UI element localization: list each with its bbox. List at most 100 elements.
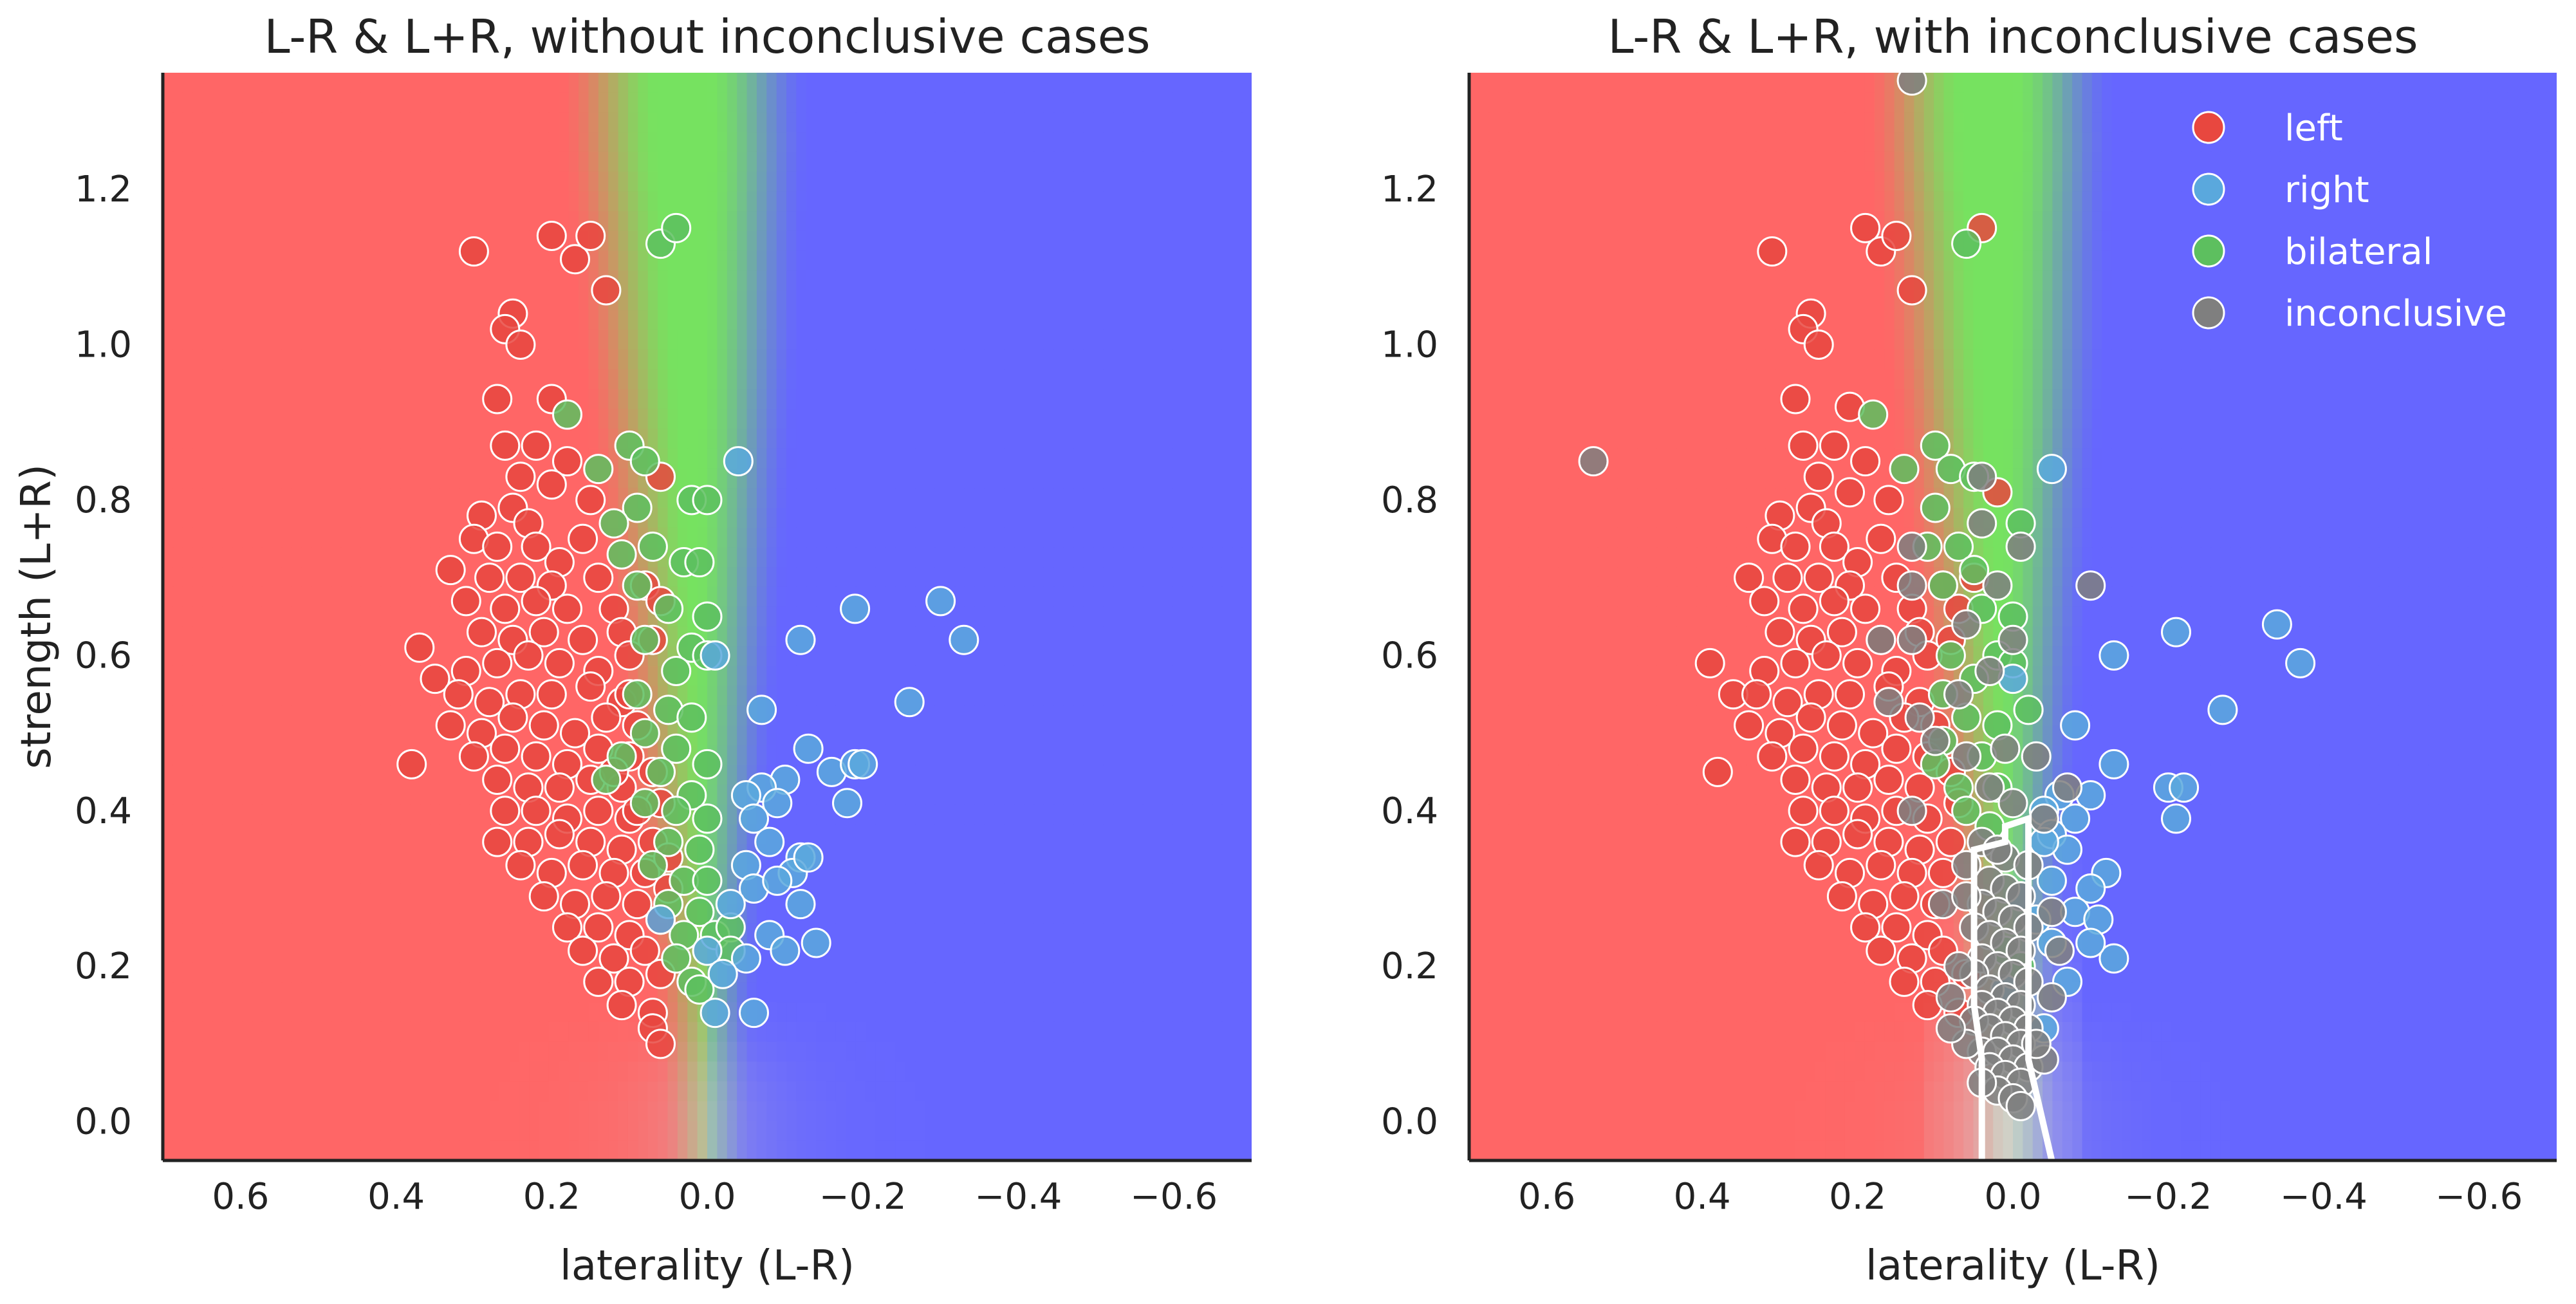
background-cell — [281, 666, 292, 687]
background-cell — [163, 349, 174, 370]
background-cell — [1192, 785, 1203, 805]
background-cell — [1014, 310, 1025, 331]
background-cell — [1073, 567, 1084, 588]
background-cell — [559, 943, 570, 964]
background-cell — [1241, 646, 1252, 667]
background-cell — [954, 586, 965, 608]
background-cell — [450, 429, 461, 449]
background-cell — [380, 646, 391, 667]
background-cell — [875, 488, 886, 508]
background-cell — [806, 409, 817, 429]
background-cell — [1192, 290, 1203, 311]
background-cell — [945, 429, 956, 449]
background-cell — [806, 250, 817, 272]
background-cell — [351, 923, 362, 944]
background-cell — [806, 586, 817, 608]
background-cell — [192, 73, 203, 93]
background-cell — [212, 567, 223, 588]
background-cell — [855, 211, 866, 232]
background-cell — [658, 567, 669, 588]
background-cell — [371, 310, 382, 331]
background-cell — [1073, 151, 1084, 172]
background-cell — [1103, 349, 1114, 370]
background-cell — [627, 73, 639, 93]
background-cell — [311, 409, 322, 429]
background-cell — [1162, 151, 1173, 172]
background-cell — [746, 646, 757, 667]
background-cell — [1103, 685, 1114, 707]
background-cell — [469, 903, 481, 924]
background-cell — [371, 804, 382, 825]
background-cell — [667, 488, 678, 508]
background-cell — [202, 804, 213, 825]
background-cell — [974, 685, 985, 707]
background-cell — [806, 349, 817, 370]
background-cell — [1192, 508, 1203, 528]
background-cell — [964, 290, 976, 311]
background-cell — [915, 824, 926, 845]
background-cell — [925, 844, 936, 864]
background-cell — [816, 488, 827, 508]
background-cell — [915, 171, 926, 192]
background-cell — [252, 369, 263, 390]
background-cell — [727, 429, 737, 449]
background-cell — [529, 73, 540, 93]
background-cell — [796, 468, 807, 489]
background-cell — [1113, 468, 1124, 489]
background-cell — [954, 448, 965, 469]
background-cell — [766, 567, 777, 588]
background-cell — [202, 448, 213, 469]
background-cell — [1232, 725, 1243, 746]
background-cell — [420, 864, 431, 884]
background-cell — [727, 171, 737, 192]
background-cell — [934, 943, 945, 964]
background-cell — [182, 685, 193, 707]
background-cell — [281, 191, 292, 212]
background-cell — [1202, 330, 1213, 350]
background-cell — [1192, 626, 1203, 647]
background-cell — [1182, 508, 1193, 528]
background-cell — [579, 349, 589, 370]
background-cell — [786, 250, 797, 272]
background-cell — [1014, 666, 1025, 687]
background-cell — [737, 191, 748, 212]
background-cell — [756, 429, 768, 449]
background-cell — [717, 725, 728, 746]
background-cell — [192, 310, 203, 331]
background-cell — [499, 132, 510, 153]
background-cell — [974, 646, 985, 667]
background-cell — [1212, 349, 1223, 370]
background-cell — [875, 606, 886, 628]
background-cell — [915, 567, 926, 588]
background-cell — [806, 488, 817, 508]
background-cell — [548, 132, 560, 153]
background-cell — [588, 171, 599, 192]
background-cell — [1123, 903, 1134, 924]
background-cell — [855, 527, 866, 548]
background-cell — [281, 586, 292, 608]
background-cell — [974, 330, 985, 350]
background-cell — [222, 586, 233, 608]
background-cell — [1123, 448, 1134, 469]
background-cell — [261, 685, 272, 707]
background-cell — [945, 666, 956, 687]
background-cell — [1192, 230, 1203, 252]
background-cell — [1024, 646, 1035, 667]
background-cell — [252, 725, 263, 746]
background-cell — [1033, 211, 1044, 232]
background-cell — [360, 92, 371, 113]
background-cell — [410, 409, 421, 429]
background-cell — [746, 250, 757, 272]
background-cell — [410, 448, 421, 469]
background-cell — [410, 547, 421, 568]
background-cell — [1004, 211, 1015, 232]
background-cell — [1103, 785, 1114, 805]
background-cell — [192, 211, 203, 232]
background-cell — [242, 943, 253, 964]
background-cell — [677, 290, 689, 311]
background-cell — [1004, 230, 1015, 252]
background-cell — [1113, 389, 1124, 410]
background-cell — [835, 369, 847, 390]
background-cell — [242, 448, 253, 469]
background-cell — [875, 389, 886, 410]
